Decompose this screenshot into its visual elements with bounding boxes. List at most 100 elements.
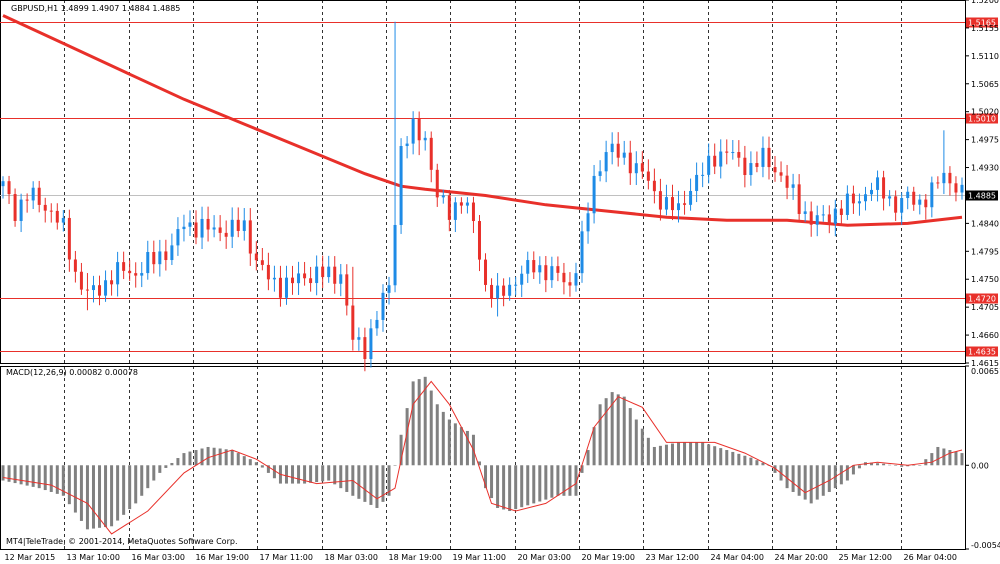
macd-bar <box>134 465 138 504</box>
macd-bar <box>857 465 861 469</box>
horizontal-levels: 1.5165 1.5010 1.4720 1.4635 1.4885 <box>0 17 998 357</box>
candle-body <box>713 155 717 167</box>
candle-body <box>604 152 608 172</box>
candle-body <box>634 163 638 174</box>
macd-header: MACD(12,26,9) 0.00082 0.00078 <box>6 368 138 377</box>
macd-bar <box>417 379 421 466</box>
macd-bar <box>616 394 620 466</box>
time-label: 12 Mar 2015 <box>5 553 56 562</box>
macd-bar <box>477 461 481 466</box>
macd-bar <box>876 463 880 466</box>
candle-body <box>152 252 156 265</box>
candle-body <box>25 199 29 201</box>
macd-bar <box>260 465 264 468</box>
price-tick-label: 1.5110 <box>971 52 999 61</box>
price-tick-label: 1.4975 <box>971 136 999 145</box>
macd-bar <box>224 449 228 466</box>
macd-bar <box>447 419 451 466</box>
candle-body <box>851 193 855 204</box>
candle-body <box>387 285 391 293</box>
candle-body <box>297 273 301 284</box>
price-tick-label: 1.5155 <box>971 24 999 33</box>
candle-body <box>393 224 397 286</box>
macd-bar <box>345 465 349 492</box>
macd-bar <box>441 411 445 466</box>
macd-bar <box>158 465 162 473</box>
candle-body <box>833 208 837 224</box>
candle-body <box>749 163 753 176</box>
time-label: 13 Mar 10:00 <box>67 553 120 562</box>
macd-bar <box>284 465 288 484</box>
time-label: 23 Mar 12:00 <box>646 553 699 562</box>
candle-body <box>104 280 108 296</box>
macd-bar <box>894 465 898 466</box>
candle-body <box>514 284 518 286</box>
macd-bar <box>79 465 83 521</box>
macd-bar <box>61 465 65 496</box>
candle-body <box>98 285 102 296</box>
macd-bar <box>520 465 524 508</box>
candle-body <box>333 266 337 284</box>
candle-body <box>725 151 729 153</box>
macd-bar <box>930 453 934 466</box>
macd-bar <box>248 459 252 466</box>
candle-body <box>351 305 355 340</box>
macd-bar <box>387 465 391 496</box>
price-frame <box>0 0 966 364</box>
macd-bar <box>37 465 41 489</box>
time-label: 20 Mar 19:00 <box>582 553 635 562</box>
axes: 12 Mar 2015 13 Mar 10:00 16 Mar 03:00 16 Ma… <box>5 0 1000 562</box>
macd-bar <box>375 465 379 508</box>
macd-bar <box>743 455 747 466</box>
macd-bar <box>610 392 614 466</box>
macd-bar <box>677 442 681 466</box>
macd-bar <box>236 453 240 466</box>
macd-bar <box>670 443 674 466</box>
macd-bar <box>272 465 276 479</box>
candle-body <box>912 191 916 205</box>
candle-body <box>719 151 723 167</box>
candle-body <box>683 203 687 205</box>
candle-body <box>417 118 421 141</box>
candle-body <box>91 285 95 291</box>
time-label: 18 Mar 19:00 <box>389 553 442 562</box>
candle-body <box>369 328 373 360</box>
candle-body <box>85 289 89 291</box>
candle-body <box>248 220 252 254</box>
macd-bar <box>508 465 512 512</box>
macd-bar <box>683 442 687 466</box>
macd-bar <box>809 465 813 504</box>
macd-bar <box>526 465 530 506</box>
macd-bar <box>701 442 705 466</box>
level-label: 1.5010 <box>968 115 996 124</box>
candle-body <box>918 199 922 205</box>
candle-body <box>465 202 469 206</box>
candle-body <box>936 182 940 184</box>
candle-body <box>562 272 566 283</box>
macd-bar <box>55 465 59 494</box>
macd-bar <box>297 465 301 484</box>
candle-body <box>218 227 222 233</box>
grid <box>0 0 966 550</box>
candle-body <box>182 226 186 230</box>
candle-body <box>532 260 536 273</box>
macd-bar <box>369 465 373 505</box>
macd-tick-label: 0.00 <box>971 461 989 470</box>
macd-bar <box>556 465 560 496</box>
candle-body <box>158 251 162 265</box>
time-label: 26 Mar 04:00 <box>904 553 957 562</box>
macd-bar <box>502 465 506 510</box>
macd-bar <box>815 465 819 500</box>
candle-body <box>230 219 234 237</box>
macd-bar <box>803 465 807 500</box>
time-label: 16 Mar 03:00 <box>132 553 185 562</box>
candle-body <box>327 266 331 278</box>
candle-body <box>429 137 433 170</box>
candle-body <box>272 277 276 280</box>
macd-bar <box>761 462 765 466</box>
candle-body <box>803 211 807 214</box>
macd-bar <box>574 465 578 496</box>
macd-bar <box>266 465 270 473</box>
macd-frame <box>0 366 966 550</box>
candle-body <box>924 199 928 208</box>
